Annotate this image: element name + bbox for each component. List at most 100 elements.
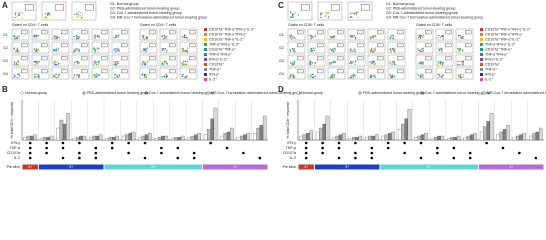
flow-dot	[146, 61, 148, 63]
flow-dot	[33, 73, 35, 75]
flow-dot	[76, 16, 78, 18]
bar	[335, 135, 340, 141]
bar	[535, 131, 540, 141]
flow-plot	[367, 28, 386, 41]
gate	[81, 43, 88, 48]
flow-dot	[17, 60, 19, 62]
flow-dot	[161, 63, 164, 65]
flow-dot	[114, 77, 116, 79]
matrix-dot	[534, 156, 538, 160]
flow-dot	[164, 35, 166, 38]
flow-dot	[14, 75, 16, 77]
flow-plot	[347, 1, 373, 21]
flow-dot	[350, 61, 353, 63]
flow-dot	[17, 50, 19, 52]
legend-marker	[358, 91, 362, 95]
flow-dot	[118, 60, 120, 63]
flow-dot	[373, 61, 375, 63]
flow-dot	[393, 49, 396, 52]
bar	[381, 135, 386, 141]
flow-dot	[292, 73, 294, 75]
flow-plot	[71, 54, 90, 67]
flow-dot	[74, 13, 76, 16]
flow-dot	[354, 63, 356, 65]
subset-legend: CD107a⁺TNF-α⁺IL-2⁺	[485, 38, 520, 42]
flow-dot	[292, 12, 295, 14]
flow-dot	[460, 36, 463, 38]
flow-dot	[422, 61, 424, 63]
flow-dot	[457, 51, 459, 53]
flow-dot	[333, 38, 336, 40]
flow-dot	[369, 49, 371, 51]
gate	[169, 43, 176, 48]
flow-dot	[144, 64, 147, 66]
flow-dot	[16, 49, 18, 51]
flow-dot	[78, 49, 80, 51]
flow-dot	[392, 34, 394, 36]
flow-dot	[76, 49, 78, 51]
flow-dot	[420, 75, 422, 78]
flow-dot	[390, 76, 392, 78]
bar	[470, 134, 474, 141]
flow-plot	[455, 41, 474, 54]
bar	[46, 137, 51, 141]
flow-dot	[141, 62, 143, 65]
flow-plot	[139, 54, 158, 67]
flow-dot	[289, 12, 292, 14]
flow-dot	[33, 35, 35, 38]
bar	[325, 115, 330, 141]
matrix-dot	[485, 141, 488, 145]
flow-dot	[459, 60, 461, 63]
flow-dot	[186, 47, 189, 49]
flow-plot	[387, 41, 406, 54]
flow-dot	[35, 50, 38, 52]
matrix-dot	[176, 146, 180, 150]
matrix-dot	[225, 146, 229, 150]
bar	[358, 135, 363, 141]
flow-dot	[54, 35, 56, 37]
bar	[115, 135, 119, 141]
flow-dot	[143, 35, 145, 37]
flow-dot	[423, 34, 425, 36]
flow-dot	[44, 17, 46, 19]
flow-dot	[33, 37, 35, 39]
flow-dot	[310, 37, 312, 40]
row-label: IL-2	[290, 156, 296, 160]
flow-dot	[442, 74, 444, 76]
flow-dot	[114, 48, 116, 50]
flow-dot	[374, 76, 376, 78]
flow-dot	[57, 48, 59, 50]
flow-dot	[78, 50, 80, 52]
flow-plot	[91, 67, 110, 80]
y-axis-label: % total CD4⁺ response	[10, 102, 14, 139]
gate	[41, 56, 48, 61]
bar	[203, 134, 208, 141]
flow-dot	[33, 49, 35, 51]
flow-dot	[144, 50, 146, 52]
flow-dot	[145, 49, 147, 51]
flow-dot	[55, 73, 57, 75]
legend-label: MR-Cox-7 formulation administered tumor-…	[211, 91, 301, 95]
bar	[33, 134, 37, 141]
gate	[445, 69, 452, 74]
bar	[220, 135, 224, 141]
flow-dot	[291, 13, 294, 16]
gate	[61, 30, 68, 35]
matrix-dot	[337, 141, 341, 145]
flow-dot	[145, 76, 147, 78]
flow-dot	[351, 17, 353, 19]
flow-dot	[392, 35, 395, 37]
bar	[197, 133, 201, 141]
flow-dot	[58, 37, 60, 39]
bar	[453, 137, 458, 141]
flow-dot	[327, 15, 329, 17]
flow-dot	[352, 51, 354, 53]
flow-dot	[117, 76, 119, 78]
flow-dot	[332, 37, 334, 39]
flow-plot	[31, 54, 50, 67]
flow-dot	[18, 75, 20, 77]
pie-slice-bar	[38, 164, 104, 170]
flow-dot	[78, 76, 80, 78]
gate-label: Gated on CD4⁺ T cells	[140, 23, 176, 27]
